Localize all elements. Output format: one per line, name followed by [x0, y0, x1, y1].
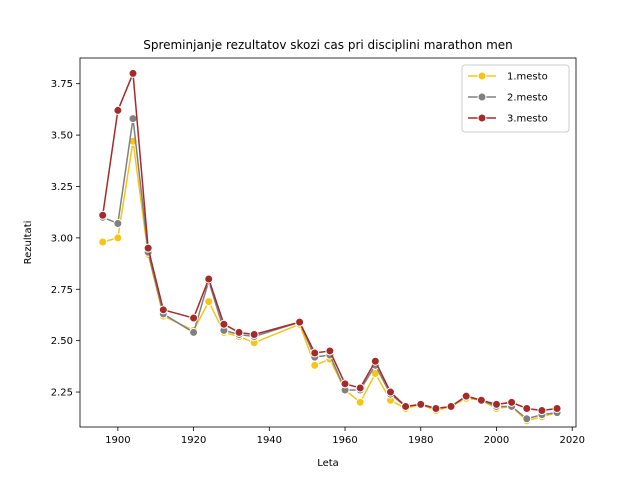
- data-point: [128, 68, 138, 78]
- y-tick-label: 2.75: [51, 285, 73, 296]
- data-point: [128, 114, 138, 124]
- data-point: [325, 346, 335, 356]
- plot-frame: [79, 57, 577, 428]
- x-tick-label: 1920: [181, 435, 206, 446]
- legend-marker: [477, 113, 487, 123]
- series-line: [102, 117, 558, 420]
- y-axis-title: Rezultati: [23, 221, 34, 265]
- data-point: [98, 210, 108, 220]
- data-point: [113, 233, 123, 243]
- plot-area: [98, 68, 562, 426]
- data-point: [189, 327, 199, 337]
- data-point: [204, 274, 214, 284]
- x-tick-label: 2020: [559, 435, 584, 446]
- data-point: [476, 395, 486, 405]
- data-point: [219, 319, 229, 329]
- data-point: [461, 391, 471, 401]
- y-tick-label: 2.25: [51, 388, 73, 399]
- data-point: [158, 305, 168, 315]
- data-point: [310, 360, 320, 370]
- y-tick-label: 3.25: [51, 182, 73, 193]
- data-point: [552, 403, 562, 413]
- x-tick-label: 1960: [332, 435, 357, 446]
- legend-marker: [477, 92, 487, 102]
- data-point: [113, 218, 123, 228]
- data-point: [234, 327, 244, 337]
- y-tick-label: 3.00: [51, 233, 73, 244]
- x-tick-label: 1940: [257, 435, 282, 446]
- data-point: [189, 313, 199, 323]
- data-point: [537, 406, 547, 416]
- data-point: [113, 105, 123, 115]
- x-tick-label: 2000: [484, 435, 509, 446]
- data-point: [310, 348, 320, 358]
- legend: 1.mesto 2.mesto 3.mesto: [461, 64, 570, 133]
- x-axis-title: Leta: [317, 458, 339, 469]
- data-point: [204, 297, 214, 307]
- y-tick-label: 2.50: [51, 336, 73, 347]
- series-line: [101, 72, 558, 412]
- data-point: [249, 329, 259, 339]
- data-point: [385, 387, 395, 397]
- series-3.mesto: [98, 68, 562, 416]
- y-tick-label: 3.75: [51, 79, 73, 90]
- data-point: [340, 379, 350, 389]
- data-point: [295, 317, 305, 327]
- data-point: [416, 399, 426, 409]
- y-tick-label: 3.50: [51, 131, 73, 142]
- data-point: [431, 403, 441, 413]
- legend-label: 1.mesto: [507, 72, 548, 83]
- data-point: [355, 397, 365, 407]
- data-point: [370, 356, 380, 366]
- legend-label: 3.mesto: [507, 114, 548, 125]
- data-point: [143, 243, 153, 253]
- data-point: [355, 383, 365, 393]
- data-point: [491, 399, 501, 409]
- chart-title: Spreminjanje rezultatov skozi cas pri di…: [143, 38, 513, 52]
- data-point: [522, 414, 532, 424]
- x-axis: 1900 1920 1940 1960 1980 2000 2020: [105, 427, 585, 446]
- y-axis: 2.25 2.50 2.75 3.00 3.25 3.50 3.75: [51, 79, 80, 399]
- x-tick-label: 1900: [105, 435, 130, 446]
- legend-marker: [477, 71, 487, 81]
- data-point: [522, 403, 532, 413]
- legend-box: [461, 64, 570, 133]
- data-point: [98, 237, 108, 247]
- data-point: [446, 401, 456, 411]
- data-point: [401, 401, 411, 411]
- data-point: [507, 397, 517, 407]
- x-tick-label: 1980: [408, 435, 433, 446]
- legend-label: 2.mesto: [507, 93, 548, 104]
